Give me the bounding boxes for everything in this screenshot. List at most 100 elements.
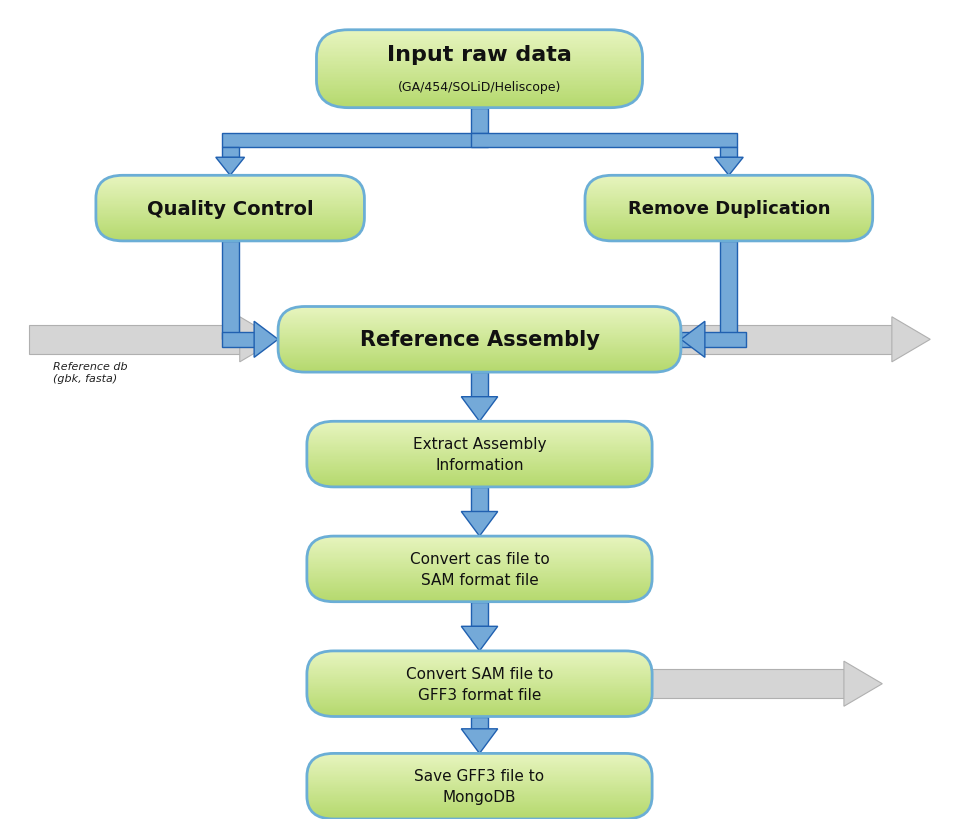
FancyBboxPatch shape bbox=[585, 201, 873, 204]
FancyBboxPatch shape bbox=[307, 565, 652, 568]
FancyBboxPatch shape bbox=[307, 420, 652, 423]
FancyBboxPatch shape bbox=[307, 450, 652, 453]
FancyBboxPatch shape bbox=[585, 179, 873, 182]
FancyBboxPatch shape bbox=[96, 215, 364, 219]
FancyBboxPatch shape bbox=[307, 535, 652, 537]
FancyBboxPatch shape bbox=[307, 704, 652, 707]
FancyBboxPatch shape bbox=[307, 758, 652, 761]
FancyBboxPatch shape bbox=[96, 230, 364, 233]
FancyBboxPatch shape bbox=[585, 197, 873, 199]
FancyBboxPatch shape bbox=[278, 348, 681, 351]
FancyBboxPatch shape bbox=[307, 774, 652, 776]
FancyBboxPatch shape bbox=[681, 325, 892, 354]
FancyBboxPatch shape bbox=[307, 773, 652, 776]
FancyBboxPatch shape bbox=[307, 466, 652, 468]
FancyBboxPatch shape bbox=[307, 779, 652, 781]
FancyBboxPatch shape bbox=[307, 808, 652, 810]
FancyBboxPatch shape bbox=[96, 178, 364, 180]
FancyBboxPatch shape bbox=[307, 792, 652, 794]
FancyBboxPatch shape bbox=[307, 674, 652, 676]
FancyBboxPatch shape bbox=[307, 442, 652, 445]
FancyBboxPatch shape bbox=[96, 196, 364, 198]
FancyBboxPatch shape bbox=[307, 677, 652, 680]
FancyBboxPatch shape bbox=[278, 356, 681, 360]
FancyBboxPatch shape bbox=[307, 801, 652, 803]
FancyBboxPatch shape bbox=[316, 63, 643, 66]
FancyBboxPatch shape bbox=[316, 87, 643, 90]
FancyBboxPatch shape bbox=[96, 187, 364, 189]
FancyBboxPatch shape bbox=[307, 672, 652, 676]
FancyBboxPatch shape bbox=[307, 464, 652, 466]
FancyBboxPatch shape bbox=[471, 373, 488, 397]
FancyBboxPatch shape bbox=[307, 562, 652, 564]
FancyBboxPatch shape bbox=[307, 817, 652, 819]
FancyBboxPatch shape bbox=[307, 794, 652, 797]
FancyBboxPatch shape bbox=[585, 197, 873, 201]
FancyBboxPatch shape bbox=[96, 239, 364, 242]
FancyBboxPatch shape bbox=[307, 547, 652, 550]
FancyBboxPatch shape bbox=[307, 688, 652, 691]
FancyBboxPatch shape bbox=[307, 694, 652, 697]
FancyBboxPatch shape bbox=[316, 43, 643, 47]
FancyBboxPatch shape bbox=[278, 315, 681, 319]
FancyBboxPatch shape bbox=[316, 41, 643, 44]
FancyBboxPatch shape bbox=[307, 803, 652, 806]
FancyBboxPatch shape bbox=[316, 82, 643, 84]
FancyBboxPatch shape bbox=[585, 180, 873, 183]
FancyBboxPatch shape bbox=[307, 595, 652, 598]
FancyBboxPatch shape bbox=[222, 133, 488, 148]
FancyBboxPatch shape bbox=[307, 789, 652, 791]
FancyBboxPatch shape bbox=[278, 322, 681, 325]
FancyBboxPatch shape bbox=[96, 184, 364, 188]
FancyBboxPatch shape bbox=[585, 178, 873, 180]
FancyBboxPatch shape bbox=[307, 585, 652, 587]
Polygon shape bbox=[461, 397, 498, 422]
FancyBboxPatch shape bbox=[307, 676, 652, 679]
FancyBboxPatch shape bbox=[585, 230, 873, 233]
FancyBboxPatch shape bbox=[307, 763, 652, 766]
FancyBboxPatch shape bbox=[307, 681, 652, 685]
FancyBboxPatch shape bbox=[585, 224, 873, 226]
FancyBboxPatch shape bbox=[307, 428, 652, 431]
FancyBboxPatch shape bbox=[307, 667, 652, 670]
FancyBboxPatch shape bbox=[96, 220, 364, 223]
FancyBboxPatch shape bbox=[307, 554, 652, 558]
FancyBboxPatch shape bbox=[307, 784, 652, 787]
FancyBboxPatch shape bbox=[307, 650, 652, 654]
FancyBboxPatch shape bbox=[307, 661, 652, 663]
Polygon shape bbox=[681, 322, 705, 358]
FancyBboxPatch shape bbox=[278, 318, 681, 320]
FancyBboxPatch shape bbox=[96, 191, 364, 194]
FancyBboxPatch shape bbox=[278, 330, 681, 333]
FancyBboxPatch shape bbox=[307, 594, 652, 596]
FancyBboxPatch shape bbox=[278, 337, 681, 341]
FancyBboxPatch shape bbox=[307, 806, 652, 809]
FancyBboxPatch shape bbox=[307, 482, 652, 485]
FancyBboxPatch shape bbox=[316, 71, 643, 75]
FancyBboxPatch shape bbox=[278, 314, 681, 317]
FancyBboxPatch shape bbox=[278, 349, 681, 351]
FancyBboxPatch shape bbox=[307, 799, 652, 803]
FancyBboxPatch shape bbox=[278, 359, 681, 361]
FancyBboxPatch shape bbox=[96, 221, 364, 224]
FancyBboxPatch shape bbox=[307, 436, 652, 438]
FancyBboxPatch shape bbox=[307, 589, 652, 592]
FancyBboxPatch shape bbox=[278, 333, 681, 336]
FancyBboxPatch shape bbox=[307, 451, 652, 454]
FancyBboxPatch shape bbox=[585, 194, 873, 197]
FancyBboxPatch shape bbox=[316, 45, 643, 48]
FancyBboxPatch shape bbox=[278, 328, 681, 330]
FancyBboxPatch shape bbox=[316, 70, 643, 73]
FancyBboxPatch shape bbox=[307, 696, 652, 699]
FancyBboxPatch shape bbox=[307, 452, 652, 455]
FancyBboxPatch shape bbox=[96, 206, 364, 210]
FancyBboxPatch shape bbox=[585, 224, 873, 227]
FancyBboxPatch shape bbox=[96, 177, 364, 179]
FancyBboxPatch shape bbox=[307, 560, 652, 563]
FancyBboxPatch shape bbox=[307, 449, 652, 452]
FancyBboxPatch shape bbox=[307, 541, 652, 544]
FancyBboxPatch shape bbox=[278, 370, 681, 373]
FancyBboxPatch shape bbox=[307, 753, 652, 756]
FancyBboxPatch shape bbox=[316, 69, 643, 71]
FancyBboxPatch shape bbox=[307, 478, 652, 481]
